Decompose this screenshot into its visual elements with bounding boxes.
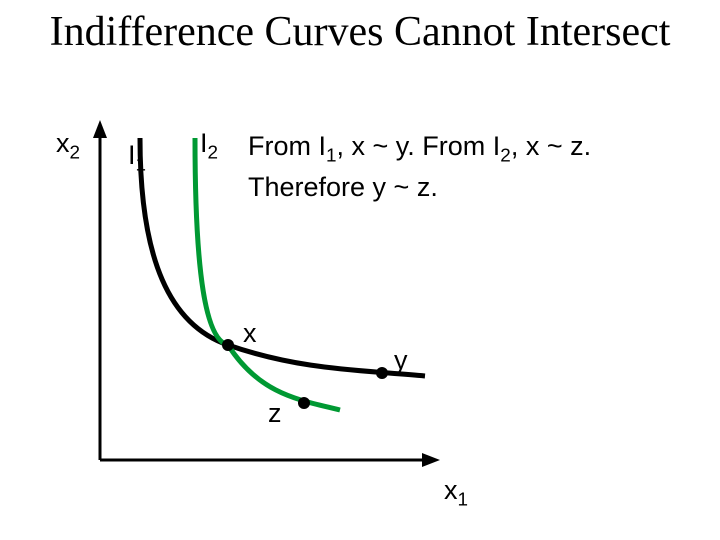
curve-i2-label: I2 [200,128,218,164]
curve-i1-label: I1 [128,140,146,176]
indifference-curve-diagram [0,0,720,540]
point-z [298,397,310,409]
explanation-line2: Therefore y ~ z. [248,169,708,205]
point-y-label: y [394,345,408,376]
point-z-label: z [268,398,282,429]
x-axis-label: x1 [444,475,468,511]
point-x-label: x [243,318,257,349]
point-y [376,367,388,379]
point-x [222,339,234,351]
y-axis-label: x2 [56,128,80,164]
explanation-text: From I1, x ~ y. From I2, x ~ z. Therefor… [248,128,708,205]
y-axis-arrow-icon [93,120,107,138]
explanation-line1: From I1, x ~ y. From I2, x ~ z. [248,128,708,169]
x-axis-arrow-icon [422,453,440,467]
